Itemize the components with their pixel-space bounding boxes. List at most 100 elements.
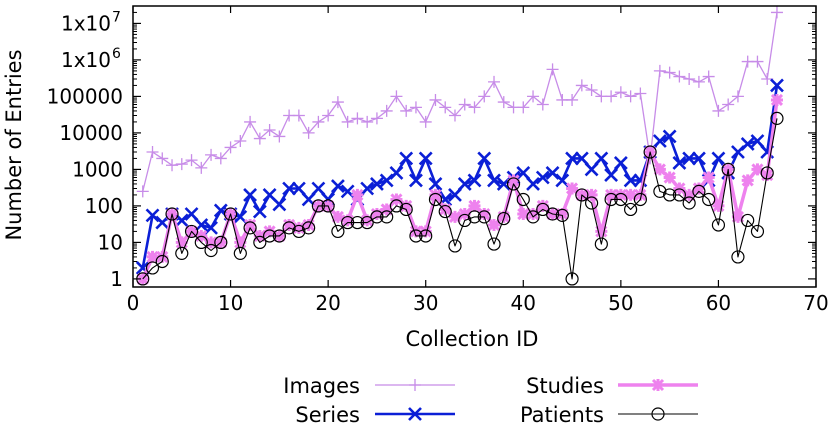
x-tick-label: 70 [803,291,828,315]
data-point-patients [711,218,726,232]
data-point-patients [428,192,443,207]
data-point-series [487,173,501,188]
legend-label-series: Series [295,403,360,425]
x-tick-label: 50 [608,291,633,315]
data-point-images [751,55,764,68]
data-point-patients [204,243,218,258]
data-point-series [574,151,589,166]
data-point-patients [545,207,560,221]
y-tick-label: 10 [98,230,123,254]
data-point-patients [194,235,208,250]
y-tick-label: 100 [85,194,123,218]
data-point-studies [409,225,423,238]
legend-label-patients: Patients [520,403,604,425]
legend: Images Series Studies Patients [283,374,698,425]
data-point-studies [175,236,188,249]
legend-line-images [375,379,455,391]
data-point-patients [633,192,647,207]
data-point-studies [400,199,413,212]
data-point-images [770,6,783,19]
y-tick-label: 1000 [72,157,123,181]
legend-entry-patients: Patients [520,403,698,425]
data-point-series [526,177,540,191]
data-point-patients [663,188,677,202]
data-point-patients [448,239,462,253]
data-point-patients [341,215,355,230]
data-point-series [545,166,560,180]
data-point-patients [594,237,608,251]
legend-entry-studies: Studies [526,374,698,398]
data-point-studies [770,93,784,107]
y-tick-exponent: 6 [112,46,121,62]
data-point-patients [467,210,482,224]
data-point-series [477,151,492,166]
data-point-studies [702,171,715,184]
data-point-series [770,78,784,93]
data-point-series [448,187,462,202]
plot-area [135,6,784,286]
data-point-series [740,136,755,151]
data-point-studies [244,218,257,232]
data-point-patients [682,196,696,210]
data-point-patients [643,145,657,159]
data-point-patients [389,199,404,213]
data-point-images [390,90,403,103]
data-point-images [175,158,188,171]
series-series [135,78,784,275]
data-point-images [322,109,335,122]
data-point-images [624,90,637,103]
data-point-images [663,66,676,79]
data-point-patients [282,221,296,235]
data-point-patients [331,224,345,239]
data-point-images [722,98,735,111]
data-point-series [652,134,667,148]
data-point-patients [497,211,511,226]
data-point-studies [653,163,666,176]
data-point-images [536,98,549,111]
data-point-images [341,115,354,128]
data-point-patients [272,229,286,243]
data-point-images [419,115,432,128]
data-point-series [330,179,345,193]
data-point-studies [566,182,579,195]
data-point-patients [292,224,306,239]
x-tick-label: 10 [218,291,243,315]
data-point-studies [692,182,705,195]
data-point-images [439,101,452,114]
data-point-images [458,98,471,111]
data-point-patients [516,192,530,207]
data-point-patients [741,213,755,228]
data-point-series [145,208,160,223]
data-point-series [379,173,394,188]
data-point-studies [302,218,315,232]
data-point-series [418,151,433,166]
legend-line-series [375,407,455,421]
data-point-images [400,104,413,117]
data-point-patients [350,215,365,230]
data-point-series [311,181,326,196]
data-point-studies [448,210,462,223]
data-point-patients [399,202,413,217]
data-point-images [331,96,344,109]
series-patients [136,111,784,286]
y-tick-exponent: 7 [112,9,121,25]
data-point-studies [683,188,696,201]
data-point-series [691,151,706,166]
data-point-studies [605,188,618,201]
data-point-patients [614,192,628,207]
x-tick-label: 0 [127,291,140,315]
data-point-studies [751,163,764,176]
data-point-patients [575,188,589,202]
data-point-images [634,87,647,100]
data-point-studies [556,207,569,221]
x-axis-title: Collection ID [406,327,539,351]
data-point-patients [653,184,667,198]
data-point-patients [477,210,491,224]
data-point-studies [380,203,393,216]
data-point-patients [438,204,452,219]
data-point-images [448,109,461,122]
data-point-series [409,173,423,188]
data-point-studies [741,174,754,187]
data-point-images [156,152,169,165]
data-point-images [468,101,481,114]
